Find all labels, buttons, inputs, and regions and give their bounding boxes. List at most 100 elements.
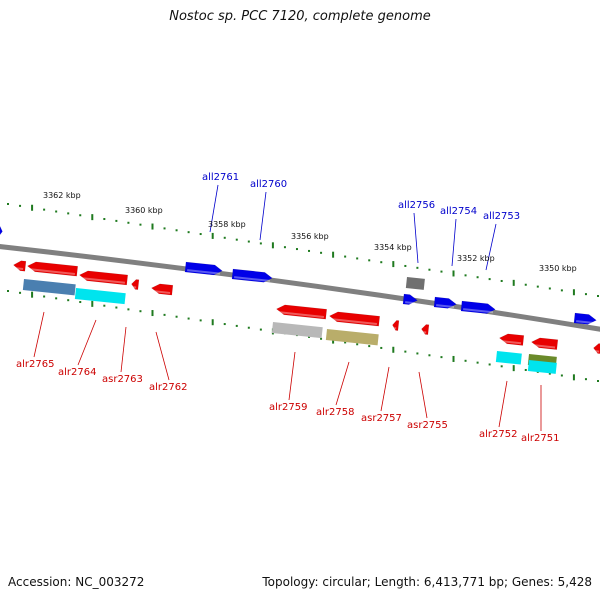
cog-category-track bbox=[22, 276, 557, 374]
ruler-tick bbox=[308, 335, 311, 338]
label-leader-line bbox=[77, 319, 97, 366]
reverse-gene-label[interactable]: all2754 bbox=[440, 206, 477, 217]
forward-gene-arrow[interactable] bbox=[276, 304, 328, 320]
forward-gene-label[interactable]: asr2755 bbox=[407, 420, 448, 431]
forward-gene-label[interactable]: asr2763 bbox=[102, 374, 143, 385]
ruler-tick bbox=[235, 238, 238, 241]
ruler-label: 3360 kbp bbox=[125, 206, 163, 215]
forward-gene-arrow[interactable] bbox=[531, 337, 559, 350]
ruler-tick bbox=[428, 268, 431, 271]
forward-gene-label[interactable]: alr2752 bbox=[479, 429, 517, 440]
ruler-tick bbox=[416, 266, 419, 269]
label-leader-line bbox=[418, 371, 428, 419]
ruler-tick bbox=[320, 337, 323, 340]
reverse-gene-labels: all2761 all2760 all2756 all2754 all2753 bbox=[202, 172, 520, 222]
ruler-tick bbox=[476, 361, 479, 364]
reverse-gene-arrow[interactable] bbox=[573, 312, 597, 325]
reverse-gene-label[interactable]: all2761 bbox=[202, 172, 239, 183]
ruler-tick bbox=[151, 223, 154, 230]
ruler-tick bbox=[560, 289, 563, 292]
cog-category-bar bbox=[22, 279, 76, 296]
forward-gene-arrow[interactable] bbox=[131, 279, 140, 290]
ruler-label: 3362 kbp bbox=[43, 191, 81, 200]
ruler-tick bbox=[584, 293, 587, 296]
forward-gene-arrow[interactable] bbox=[593, 343, 600, 355]
ruler-label: 3356 kbp bbox=[291, 232, 329, 241]
ruler-tick bbox=[247, 326, 250, 329]
reverse-gene-arrow[interactable] bbox=[0, 225, 3, 237]
forward-gene-labels: alr2765 alr2764 asr2763 alr2762 alr2759 alr27… bbox=[16, 359, 559, 444]
ruler-tick bbox=[560, 374, 563, 377]
ruler-tick bbox=[392, 261, 395, 268]
reverse-gene-label[interactable]: all2756 bbox=[398, 200, 435, 211]
ruler-tick bbox=[259, 242, 262, 245]
cog-category-bar bbox=[495, 351, 522, 365]
label-leader-lines bbox=[33, 184, 542, 431]
reverse-gene-arrow[interactable] bbox=[231, 268, 273, 283]
accession-text: Accession: NC_003272 bbox=[8, 575, 145, 589]
forward-gene-label[interactable]: asr2757 bbox=[361, 413, 402, 424]
ruler-tick bbox=[500, 279, 503, 282]
outer-ruler-ticks bbox=[7, 203, 599, 297]
ruler-tick bbox=[368, 259, 371, 262]
ruler-tick bbox=[55, 210, 58, 213]
ruler-tick bbox=[259, 328, 262, 331]
ruler-tick bbox=[344, 255, 347, 258]
forward-gene-arrow[interactable] bbox=[151, 283, 174, 296]
ruler-tick bbox=[187, 317, 190, 320]
ruler-tick bbox=[175, 315, 178, 318]
reverse-gene-arrow[interactable] bbox=[402, 293, 418, 305]
ruler-tick bbox=[139, 223, 142, 226]
cog-category-bar bbox=[527, 360, 557, 374]
reverse-gene-arrow[interactable] bbox=[460, 300, 496, 314]
ruler-tick bbox=[548, 287, 551, 290]
reverse-gene-arrow[interactable] bbox=[433, 296, 457, 309]
forward-gene-label[interactable]: alr2764 bbox=[58, 367, 96, 378]
forward-gene-arrow[interactable] bbox=[13, 260, 27, 272]
forward-gene-label[interactable]: alr2759 bbox=[269, 402, 307, 413]
ruler-tick bbox=[7, 203, 9, 205]
forward-gene-label[interactable]: alr2758 bbox=[316, 407, 354, 418]
forward-gene-arrow[interactable] bbox=[79, 270, 129, 286]
ruler-tick bbox=[79, 301, 82, 304]
label-leader-line bbox=[413, 212, 419, 264]
ruler-tick bbox=[91, 300, 94, 307]
forward-gene-arrow[interactable] bbox=[499, 333, 525, 346]
ruler-tick bbox=[548, 372, 551, 375]
cog-category-bar bbox=[405, 276, 425, 290]
cog-category-bar bbox=[74, 288, 126, 305]
forward-gene-label[interactable]: alr2762 bbox=[149, 382, 187, 393]
ruler-tick bbox=[356, 257, 359, 260]
forward-gene-arrow[interactable] bbox=[329, 311, 381, 327]
forward-gene-arrow[interactable] bbox=[421, 324, 430, 335]
reverse-gene-label[interactable]: all2753 bbox=[483, 211, 520, 222]
ruler-tick bbox=[452, 270, 455, 277]
ruler-tick bbox=[500, 365, 503, 368]
ruler-tick bbox=[31, 204, 34, 211]
forward-gene-arrow[interactable] bbox=[392, 320, 400, 331]
ruler-tick bbox=[440, 356, 443, 359]
forward-gene-arrow[interactable] bbox=[27, 261, 79, 277]
forward-gene-label[interactable]: alr2765 bbox=[16, 359, 54, 370]
ruler-tick bbox=[55, 297, 58, 300]
ruler-tick bbox=[139, 310, 142, 313]
ruler-tick bbox=[452, 355, 455, 362]
ruler-label: 3354 kbp bbox=[374, 243, 412, 252]
ruler-tick bbox=[295, 248, 298, 251]
genome-backbone bbox=[0, 244, 600, 332]
reverse-gene-label[interactable]: all2760 bbox=[250, 179, 287, 190]
ruler-tick bbox=[524, 283, 527, 286]
label-leader-line bbox=[259, 191, 267, 241]
reverse-gene-arrow[interactable] bbox=[184, 261, 223, 276]
ruler-tick bbox=[115, 306, 118, 309]
gene-track[interactable] bbox=[0, 225, 600, 355]
ruler-tick bbox=[175, 229, 178, 232]
ruler-tick bbox=[67, 212, 70, 215]
ruler-tick bbox=[428, 354, 431, 357]
ruler-tick bbox=[440, 270, 443, 273]
forward-gene-label[interactable]: alr2751 bbox=[521, 433, 559, 444]
ruler-tick bbox=[380, 346, 383, 349]
ruler-tick bbox=[43, 295, 46, 298]
ruler-tick bbox=[464, 274, 467, 277]
